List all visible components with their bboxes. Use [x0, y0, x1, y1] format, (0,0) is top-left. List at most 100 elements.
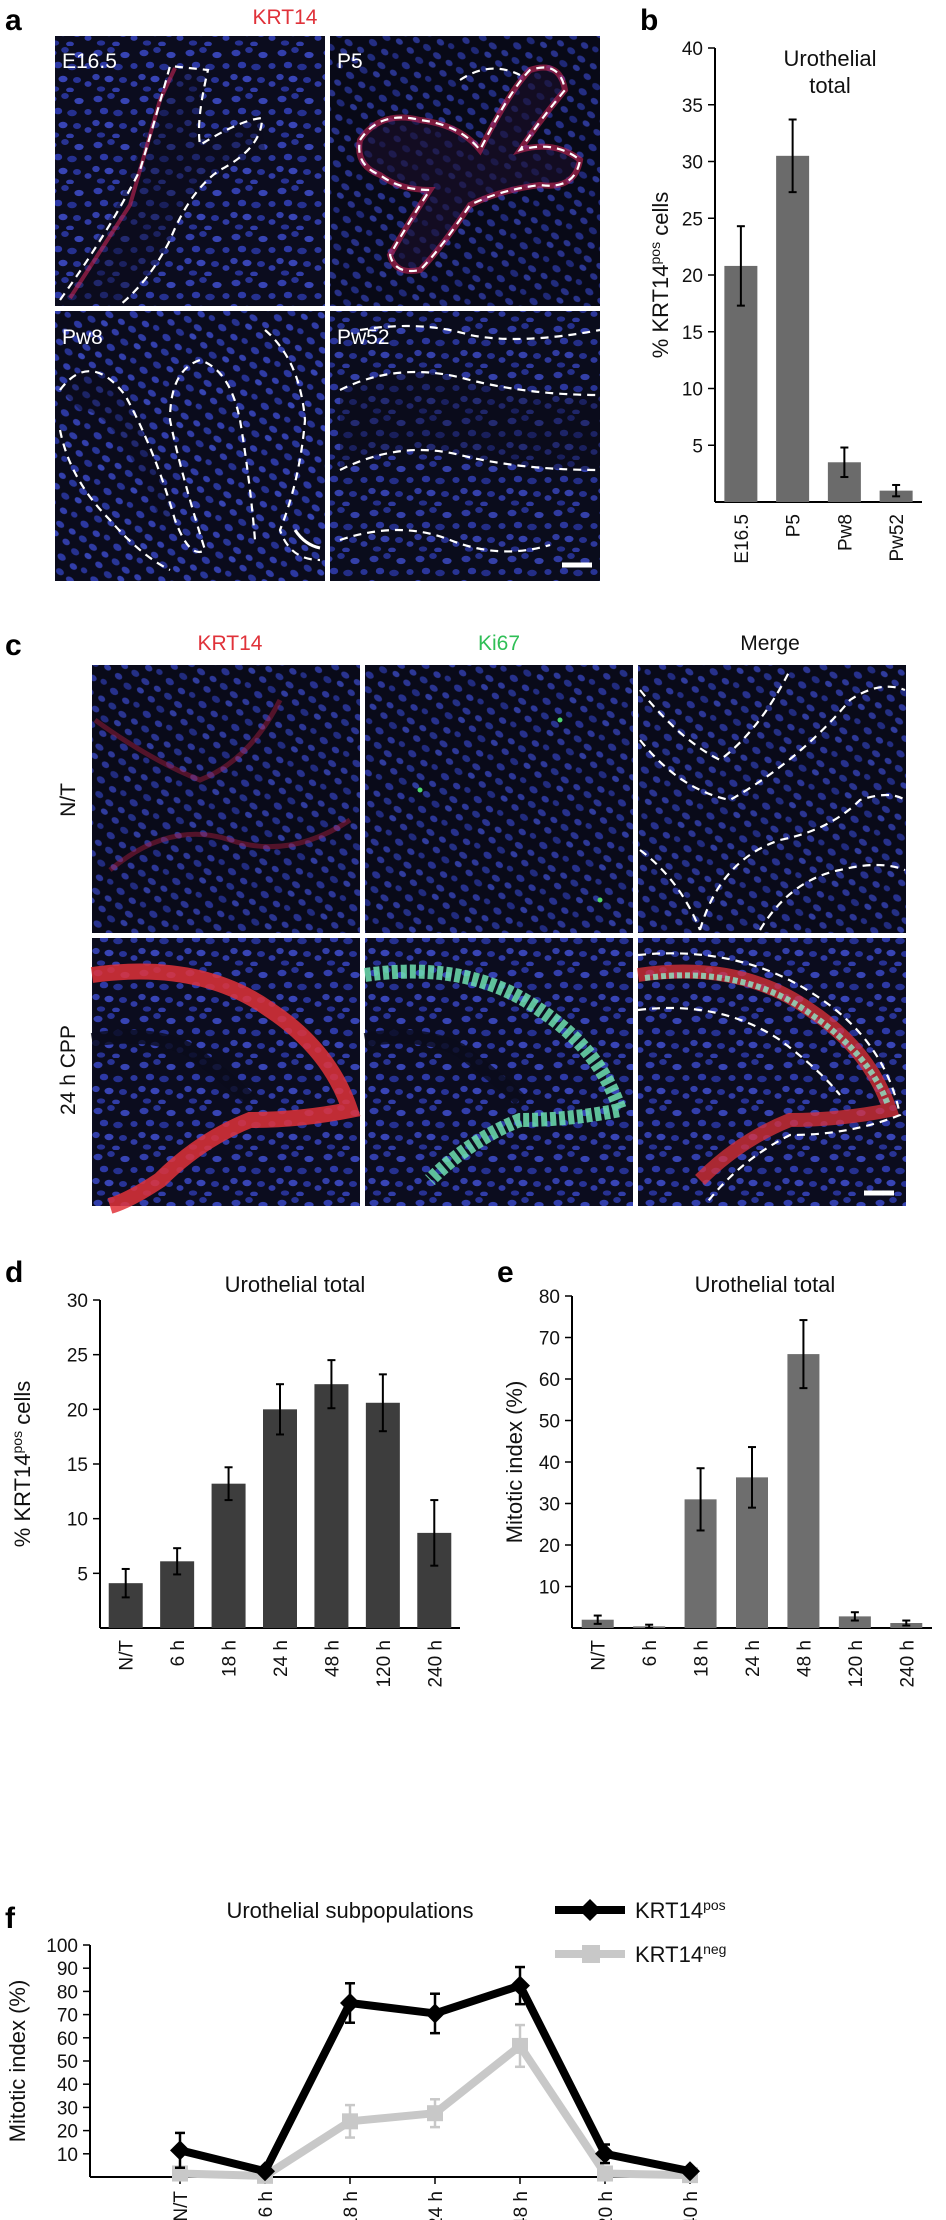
- micrograph-c-cpp-ki67: [363, 938, 633, 1206]
- x-tick-label: 120 h: [846, 1640, 867, 1688]
- point-square: [512, 2037, 528, 2054]
- y-tick-label: 5: [77, 1564, 88, 1585]
- x-tick-label: Pw8: [835, 514, 856, 551]
- chart-b: 5 10 15 20 25 30 35 40 E16.5 P5 Pw8 Pw52 Urothelialt…: [647, 39, 922, 564]
- y-tick-label: 20: [539, 1536, 560, 1557]
- y-tick-label: 40: [539, 1453, 560, 1474]
- x-tick-label: 24 h: [743, 1640, 764, 1677]
- y-tick-label: 70: [57, 2006, 78, 2027]
- x-tick-label: 18 h: [220, 1640, 241, 1677]
- bar: [211, 1483, 246, 1628]
- x-tick-label: 6 h: [256, 2191, 277, 2217]
- x-tick-label: 18 h: [692, 1640, 713, 1677]
- panel-letter-f: f: [5, 1902, 16, 1935]
- micrograph-c-nt-ki67: [365, 665, 633, 933]
- y-tick-label: 15: [682, 323, 703, 344]
- y-tick-label: 5: [692, 436, 703, 457]
- point-diamond: [510, 1975, 530, 1996]
- x-tick-label: E16.5: [732, 514, 753, 564]
- x-tick-label: Pw52: [887, 514, 908, 562]
- y-tick-label: 40: [57, 2075, 78, 2096]
- y-tick-label: 15: [67, 1455, 88, 1476]
- micrograph-e16-5: [55, 36, 325, 306]
- row-label-nt: N/T: [57, 783, 80, 817]
- y-tick-label: 10: [682, 380, 703, 401]
- chart-d: 5 10 15 20 25 30 N/T 6 h 18 h 24 h 48 h 120 h 240 h U…: [9, 1272, 460, 1688]
- y-tick-label: 30: [539, 1495, 560, 1516]
- y-tick-label: 50: [539, 1412, 560, 1433]
- y-tick-label: 10: [67, 1510, 88, 1531]
- y-tick-label: 25: [67, 1346, 88, 1367]
- micrograph-c-cpp-merge: [636, 938, 906, 1206]
- panel-letter-e: e: [497, 1256, 514, 1289]
- y-tick-label: 60: [57, 2029, 78, 2050]
- x-tick-label: 6 h: [168, 1640, 189, 1666]
- chart-e: 10 20 30 40 50 60 70 80 N/T 6 h 18 h 24 h 48 h 120 h 2…: [502, 1272, 932, 1688]
- tile-label-pw8: Pw8: [62, 326, 103, 349]
- point-diamond: [425, 2003, 445, 2024]
- y-tick-label: 80: [57, 1982, 78, 2003]
- chart-title: Urothelial total: [695, 1272, 836, 1297]
- x-tick-label: 240 h: [425, 1640, 446, 1688]
- x-tick-label: 6 h: [640, 1640, 661, 1666]
- col-label-merge: Merge: [740, 632, 800, 655]
- micrograph-pw8: [55, 311, 325, 581]
- x-tick-label: 18 h: [341, 2191, 362, 2220]
- col-label-ki67: Ki67: [478, 632, 520, 655]
- y-tick-label: 50: [57, 2052, 78, 2073]
- x-tick-label: 48 h: [322, 1640, 343, 1677]
- chart-title: Urothelial total: [225, 1272, 366, 1297]
- point-diamond: [255, 2161, 275, 2182]
- tile-label-p5: P5: [337, 50, 363, 73]
- y-axis-label: % KRT14pos cells: [9, 1381, 35, 1547]
- y-tick-label: 30: [67, 1291, 88, 1312]
- tile-label-pw52: Pw52: [337, 326, 390, 349]
- x-tick-label: 120 h: [596, 2191, 617, 2220]
- panel-letter-c: c: [5, 629, 22, 662]
- x-tick-label: 48 h: [511, 2191, 532, 2220]
- x-tick-label: 24 h: [426, 2191, 447, 2220]
- point-square: [427, 2105, 443, 2122]
- y-tick-label: 30: [682, 153, 703, 174]
- col-label-krt14: KRT14: [198, 632, 263, 655]
- chart-title: Urothelial subpopulations: [226, 1898, 473, 1923]
- y-axis-label: Mitotic index (%): [502, 1381, 527, 1544]
- y-tick-label: 10: [57, 2145, 78, 2166]
- panel-letter-d: d: [5, 1256, 23, 1289]
- y-axis-label: Mitotic index (%): [5, 1980, 30, 2143]
- y-tick-label: 80: [539, 1287, 560, 1308]
- x-tick-label: 240 h: [897, 1640, 918, 1688]
- y-tick-label: 100: [46, 1936, 78, 1957]
- micrograph-c-nt-krt14: [92, 665, 360, 933]
- bar: [365, 1402, 400, 1628]
- bar: [787, 1354, 820, 1628]
- y-tick-label: 20: [67, 1400, 88, 1421]
- point-diamond: [340, 1993, 360, 2013]
- x-tick-label: N/T: [117, 1640, 138, 1671]
- x-tick-label: 240 h: [681, 2191, 702, 2220]
- bar: [263, 1409, 297, 1628]
- point-diamond: [680, 2161, 700, 2182]
- legend-label: KRT14neg: [635, 1941, 726, 1967]
- x-tick-label: P5: [784, 514, 805, 537]
- x-tick-label: N/T: [171, 2191, 192, 2220]
- bar: [314, 1384, 349, 1628]
- panel-letter-a: a: [5, 4, 22, 37]
- point-square: [172, 2165, 188, 2182]
- x-tick-label: 120 h: [374, 1640, 395, 1688]
- panel-letter-b: b: [640, 4, 658, 37]
- point-square: [342, 2113, 358, 2130]
- legend-label: KRT14pos: [635, 1897, 726, 1923]
- micrograph-pw52: [330, 311, 601, 581]
- x-tick-label: N/T: [589, 1640, 610, 1671]
- point-diamond: [170, 2140, 190, 2161]
- x-tick-label: 48 h: [794, 1640, 815, 1677]
- y-tick-label: 20: [57, 2122, 78, 2143]
- y-tick-label: 10: [539, 1578, 560, 1599]
- y-tick-label: 25: [682, 209, 703, 230]
- tile-label-e16-5: E16.5: [62, 50, 117, 73]
- row-label-cpp: 24 h CPP: [57, 1025, 80, 1115]
- y-tick-label: 20: [682, 266, 703, 287]
